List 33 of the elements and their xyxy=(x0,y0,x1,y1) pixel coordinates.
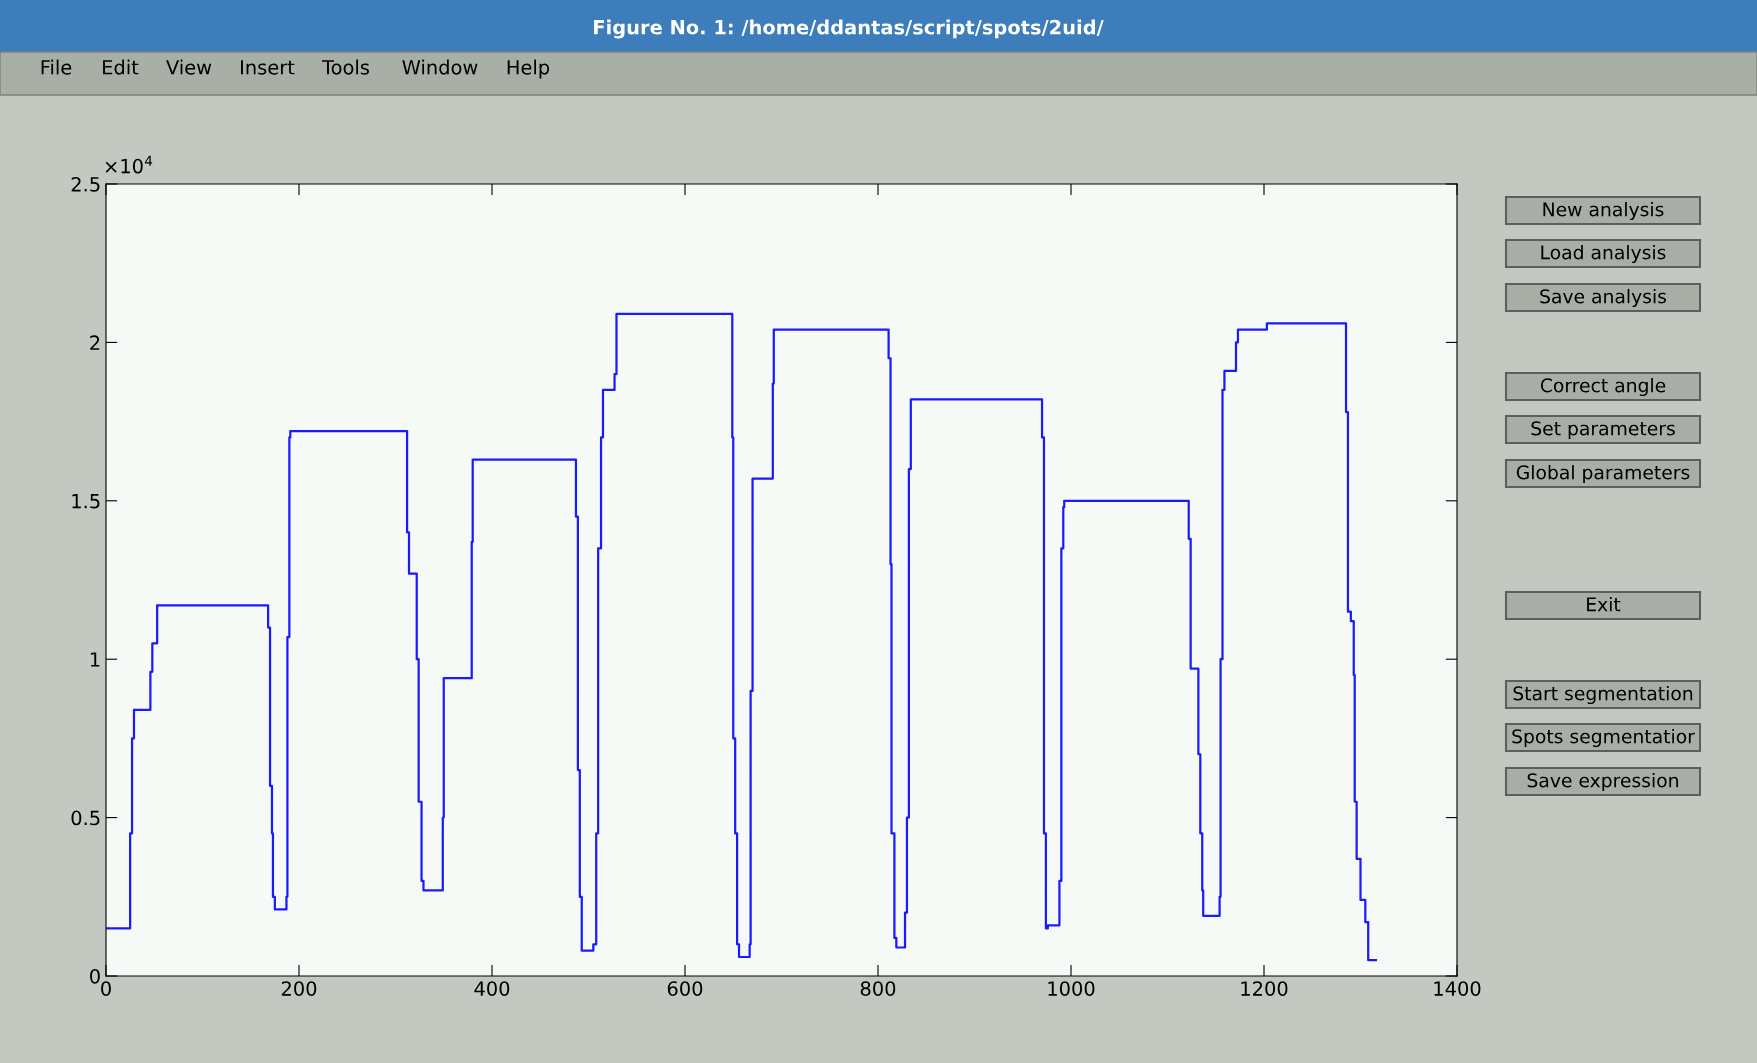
x-tick-label: 1400 xyxy=(1434,981,1481,996)
text: Edit xyxy=(103,59,139,75)
x-tick-label: 400 xyxy=(474,981,510,996)
x-tick-label: 800 xyxy=(860,981,896,996)
text: ×10$^{4}$ xyxy=(105,155,153,174)
text: Global parameters xyxy=(1516,464,1690,484)
y-tick-label: 0.5 xyxy=(71,810,100,826)
y-tick-label: 1 xyxy=(90,652,100,667)
text: Window xyxy=(402,59,478,75)
x-tick-label: 600 xyxy=(667,981,703,996)
text: Tools xyxy=(321,59,369,75)
text: File xyxy=(41,59,72,75)
x-tick-label: 200 xyxy=(281,981,317,996)
text: Save expression xyxy=(1527,772,1678,792)
chart-title: Figure No. 1: /home/ddantas/script/spots/2uid/ xyxy=(594,19,1104,39)
text: Save analysis xyxy=(1540,288,1667,308)
text: New analysis xyxy=(1543,201,1664,221)
text: Spots segmentatior xyxy=(1512,728,1695,748)
y-tick-label: 2.5 xyxy=(71,176,100,192)
text: Correct angle xyxy=(1540,377,1666,397)
text: Help xyxy=(507,59,550,79)
text: Insert xyxy=(241,60,295,75)
text: Set parameters xyxy=(1531,421,1675,440)
y-tick-label: 0 xyxy=(90,968,100,984)
x-tick-label: 0 xyxy=(101,981,111,996)
text: Start segmentation xyxy=(1513,685,1693,705)
y-tick-label: 1.5 xyxy=(72,494,100,509)
text: View xyxy=(166,59,212,75)
text: Exit xyxy=(1587,596,1621,612)
y-tick-label: 2 xyxy=(90,335,100,350)
x-tick-label: 1000 xyxy=(1048,981,1095,996)
x-tick-label: 1200 xyxy=(1241,981,1288,996)
text: Load analysis xyxy=(1541,244,1666,264)
